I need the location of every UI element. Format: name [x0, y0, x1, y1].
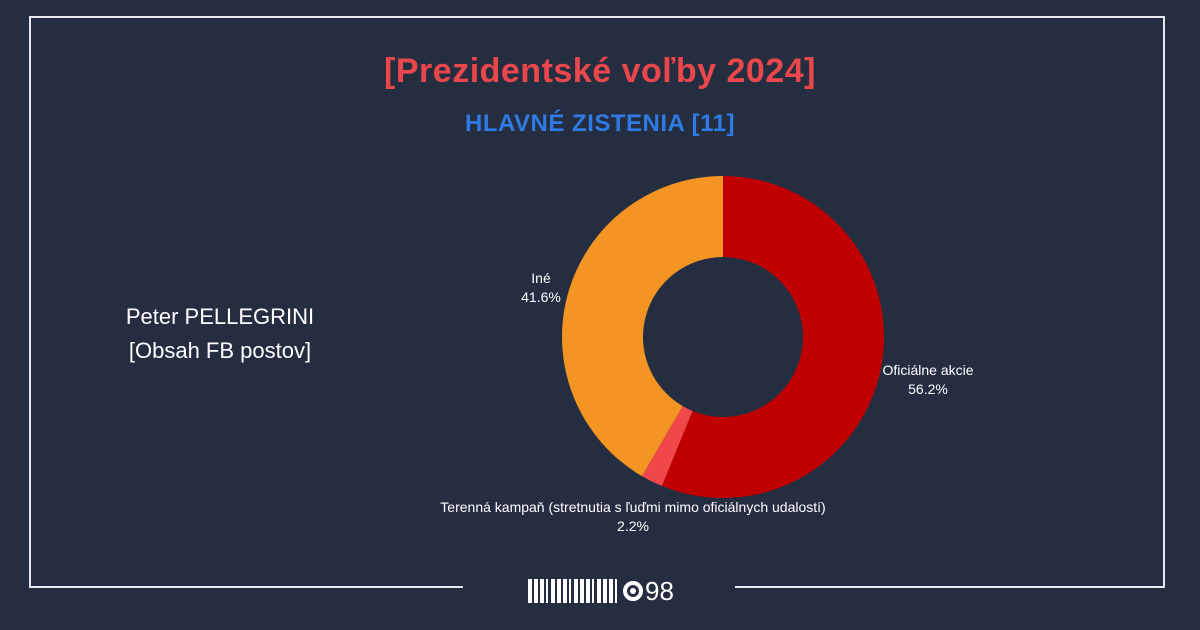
donut-labels: Oficiálne akcie 56.2% Terenná kampaň (stre… — [440, 270, 973, 534]
frame-bottom-right — [735, 586, 1165, 588]
slice-label: Terenná kampaň (stretnutia s ľuďmi mimo … — [440, 499, 825, 515]
frame-border — [29, 16, 1165, 588]
logo-mark — [528, 579, 643, 603]
subject-name: Peter PELLEGRINI — [125, 304, 315, 329]
memo98-logo: 98 — [528, 574, 678, 608]
slice-label: Oficiálne akcie — [882, 362, 973, 378]
subject-topic: [Obsah FB postov] — [128, 338, 312, 363]
page-subtitle: HLAVNÉ ZISTENIA [11] — [464, 110, 736, 137]
frame-bottom-left — [29, 586, 463, 588]
donut-slices — [562, 176, 884, 499]
slice-value-label: 41.6% — [521, 289, 561, 305]
donut-slice — [641, 406, 693, 486]
donut-slice — [661, 176, 884, 499]
slice-value-label: 56.2% — [908, 381, 948, 397]
slice-value-label: 2.2% — [617, 518, 649, 534]
subject-label: Peter PELLEGRINI [Obsah FB postov] — [60, 300, 380, 368]
donut-slice — [562, 176, 723, 477]
page-title: [Prezidentské voľby 2024] — [384, 52, 816, 90]
logo-number: 98 — [645, 575, 674, 606]
slice-label: Iné — [531, 270, 551, 286]
